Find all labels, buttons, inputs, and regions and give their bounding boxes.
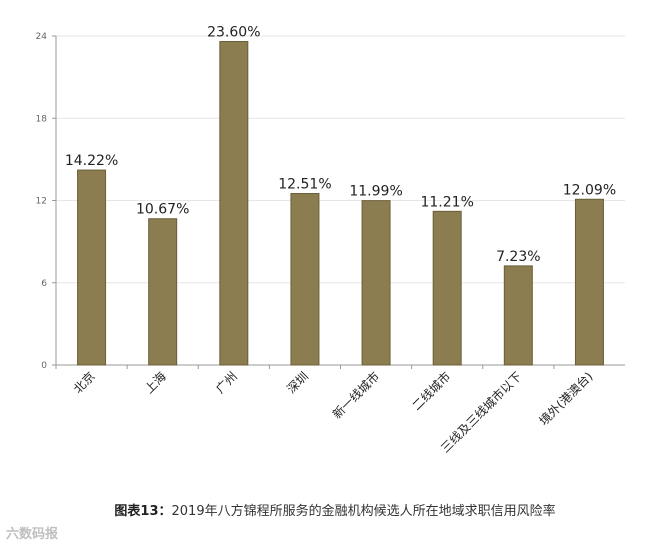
y-tick-label: 0 xyxy=(41,361,47,371)
caption-text: 2019年八方锦程所服务的金融机构候选人所在地域求职信用风险率 xyxy=(171,504,556,519)
bar xyxy=(77,169,107,366)
category-label: 深圳 xyxy=(284,369,311,396)
bar xyxy=(148,218,178,366)
bar xyxy=(219,40,249,366)
footer-logo: 六数码报 xyxy=(6,523,58,542)
category-label: 上海 xyxy=(141,369,169,397)
data-label: 10.67% xyxy=(136,202,189,218)
data-labels: 14.22% 10.67% 23.60% 12.51% 11.99% 11.21% 7.23… xyxy=(65,24,616,264)
y-tick-label: 24 xyxy=(36,32,48,42)
bar xyxy=(361,200,391,366)
y-tick-label: 18 xyxy=(36,114,48,124)
data-label: 11.99% xyxy=(349,184,402,200)
bars xyxy=(77,40,604,366)
category-label: 二线城市 xyxy=(409,369,454,414)
bar xyxy=(574,198,604,366)
data-label: 14.22% xyxy=(65,153,118,169)
axes: 0 6 12 18 24 xyxy=(36,32,625,371)
footer-logo-text: 六数码报 xyxy=(6,527,59,542)
bar xyxy=(290,193,320,366)
category-label: 广州 xyxy=(213,369,240,396)
y-tick-label: 6 xyxy=(41,279,47,289)
category-label: 境外(港澳台) xyxy=(536,369,596,429)
bar xyxy=(432,210,462,366)
caption-lead: 图表13： xyxy=(114,504,172,519)
data-label: 23.60% xyxy=(207,24,260,40)
bar xyxy=(503,265,533,366)
grid-lines xyxy=(56,35,625,284)
data-label: 11.21% xyxy=(420,194,473,210)
data-label: 7.23% xyxy=(496,249,540,265)
figure-caption: 图表13：2019年八方锦程所服务的金融机构候选人所在地域求职信用风险率 xyxy=(0,500,670,519)
data-label: 12.51% xyxy=(278,177,331,193)
category-label: 北京 xyxy=(71,369,98,396)
category-label: 新一线城市 xyxy=(329,369,382,422)
y-tick-label: 12 xyxy=(36,197,47,207)
data-label: 12.09% xyxy=(563,182,616,198)
